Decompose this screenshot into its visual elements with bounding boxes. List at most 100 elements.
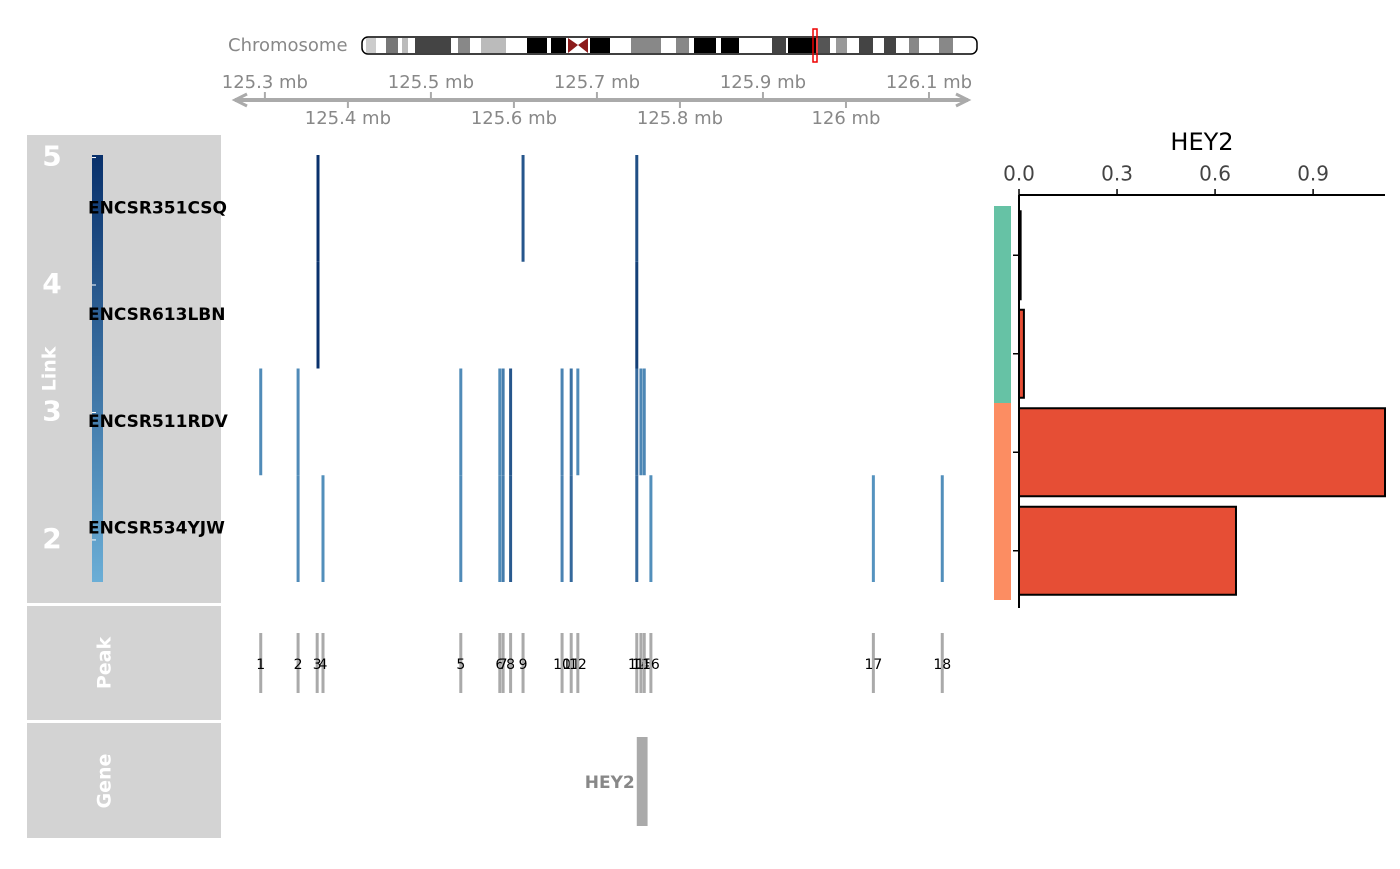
color-tick-label: 3: [42, 394, 61, 427]
peak: [501, 633, 505, 693]
peak: [321, 633, 325, 693]
axis-arrow: [231, 92, 972, 108]
peak: [315, 633, 319, 693]
link: [501, 368, 505, 476]
bar: [1018, 210, 1022, 301]
link: [459, 368, 463, 476]
link: [509, 475, 513, 582]
gene-panel: [27, 723, 221, 838]
peak-panel: [27, 606, 221, 720]
track-title: Peak: [94, 637, 116, 690]
tick-label: 126.1 mb: [886, 72, 972, 93]
peak-label: 2: [294, 657, 303, 673]
group-strip: [994, 304, 1011, 403]
peak-label: 7: [499, 657, 508, 673]
tick-label: 125.4 mb: [305, 108, 391, 129]
peak-label: 15: [635, 657, 653, 673]
link: [521, 155, 525, 262]
peak: [509, 633, 513, 693]
tick-label: 125.5 mb: [388, 72, 474, 93]
link: [635, 155, 639, 262]
x-tick-label: 0.0: [1003, 162, 1035, 186]
sample-label: ENCSR511RDV: [88, 412, 229, 432]
peak: [498, 633, 502, 693]
x-tick-label: 0.9: [1297, 162, 1329, 186]
color-tick-label: 4: [42, 267, 61, 300]
peak-label: 18: [933, 657, 951, 673]
color-tick-label: 2: [42, 522, 61, 555]
link-panel: [27, 135, 221, 603]
sample-label: ENCSR351CSQ: [88, 198, 227, 218]
link: [501, 475, 505, 582]
peak-label: 16: [642, 657, 660, 673]
peak-label: 9: [519, 657, 528, 673]
sample-label: ENCSR534YJW: [88, 519, 225, 539]
link: [498, 475, 502, 582]
track-title: Link: [39, 346, 61, 391]
tick-label: 125.7 mb: [554, 72, 640, 93]
gene-label: HEY2: [585, 773, 635, 793]
link: [509, 368, 513, 476]
x-tick-label: 0.6: [1199, 162, 1231, 186]
peak-label: 1: [256, 657, 265, 673]
peak: [639, 633, 643, 693]
peak: [635, 633, 639, 693]
peak-label: 8: [506, 657, 515, 673]
link: [635, 261, 639, 369]
peak: [296, 633, 300, 693]
link: [635, 475, 639, 582]
link: [296, 368, 300, 476]
peak-label: 17: [864, 657, 882, 673]
peak: [576, 633, 580, 693]
ideogram-label: Chromosome: [228, 35, 348, 56]
link: [259, 368, 263, 476]
peak: [521, 633, 525, 693]
group-strip: [994, 501, 1011, 600]
link: [560, 475, 564, 582]
link: [642, 368, 646, 476]
link: [498, 368, 502, 476]
peak: [649, 633, 653, 693]
tick-label: 125.8 mb: [637, 108, 723, 129]
color-tick-label: 5: [42, 140, 61, 173]
link: [639, 368, 643, 476]
link: [569, 368, 573, 476]
tick-label: 126 mb: [811, 108, 880, 129]
peak: [940, 633, 944, 693]
peak-label: 10: [553, 657, 571, 673]
link: [649, 475, 653, 582]
peak: [871, 633, 875, 693]
sample-label: ENCSR613LBN: [88, 305, 225, 325]
tick-label: 125.3 mb: [222, 72, 308, 93]
link: [316, 155, 320, 262]
group-strip: [994, 206, 1011, 305]
peak-label: 12: [569, 657, 587, 673]
tick-label: 125.6 mb: [471, 108, 557, 129]
peak-label: 4: [319, 657, 328, 673]
peak-label: 5: [456, 657, 465, 673]
bar: [1018, 505, 1237, 596]
color-bar: [92, 155, 103, 582]
peak: [259, 633, 263, 693]
gene: [636, 737, 648, 826]
peak: [459, 633, 463, 693]
peak-label: 3: [313, 657, 322, 673]
bar: [1018, 407, 1386, 498]
tick-label: 125.9 mb: [720, 72, 806, 93]
peak-label: 11: [562, 657, 580, 673]
ideogram: [361, 28, 978, 63]
link: [576, 368, 580, 476]
peak: [560, 633, 564, 693]
x-tick-label: 0.3: [1101, 162, 1133, 186]
peak-label: 6: [495, 657, 504, 673]
link: [321, 475, 325, 582]
bar: [1018, 308, 1025, 399]
chart-title: HEY2: [1170, 128, 1233, 156]
link: [296, 475, 300, 582]
link: [871, 475, 875, 582]
peak: [642, 633, 646, 693]
link: [560, 368, 564, 476]
group-strip: [994, 403, 1011, 502]
link: [459, 475, 463, 582]
